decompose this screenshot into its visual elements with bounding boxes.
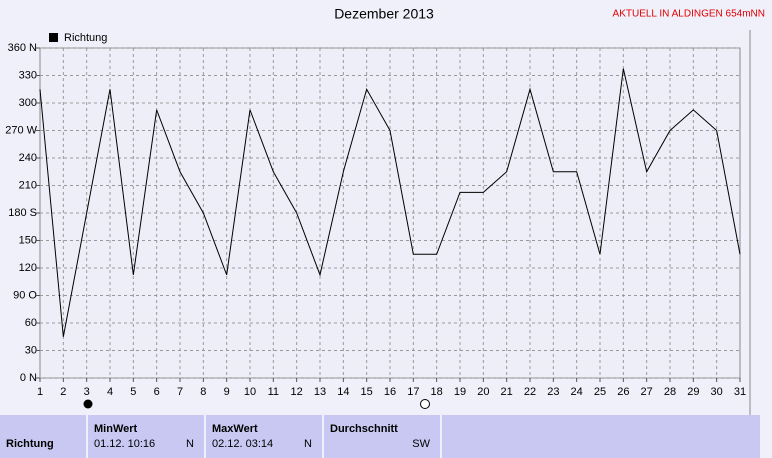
legend-swatch [49, 33, 58, 42]
x-tick-label: 27 [641, 386, 653, 398]
chart: Dezember 2013 AKTUELL IN ALDINGEN 654mNN… [5, 6, 765, 415]
header: Durchschnitt [330, 423, 398, 435]
y-tick-label: 300 [19, 97, 37, 109]
x-tick-label: 5 [130, 386, 136, 398]
dir: N [304, 438, 312, 450]
x-tick-label: 24 [571, 386, 583, 398]
x-tick-label: 26 [617, 386, 629, 398]
x-tick-label: 13 [314, 386, 326, 398]
moon-new [83, 399, 93, 409]
y-tick-label: 240 [19, 152, 37, 164]
x-tick-label: 21 [501, 386, 513, 398]
x-tick-label: 16 [384, 386, 396, 398]
y-tick-label: 360 N [8, 42, 37, 54]
x-tick-label: 23 [547, 386, 559, 398]
x-tick-label: 19 [454, 386, 466, 398]
x-tick-label: 11 [268, 386, 279, 398]
x-tick-label: 12 [291, 386, 303, 398]
x-tick-label: 3 [84, 386, 90, 398]
x-tick-label: 22 [524, 386, 536, 398]
x-tick-label: 18 [431, 386, 443, 398]
legend-label: Richtung [64, 32, 107, 44]
moon-full [420, 399, 430, 409]
date: 02.12. 03:14 [212, 438, 274, 450]
y-tick-label: 150 [19, 234, 37, 246]
chart-subtitle: AKTUELL IN ALDINGEN 654mNN [613, 9, 765, 20]
y-tick-label: 60 [25, 317, 37, 329]
x-tick-label: 7 [177, 386, 183, 398]
x-tick-label: 10 [244, 386, 256, 398]
y-tick-label: 180 S [8, 207, 37, 219]
x-tick-label: 17 [407, 386, 419, 398]
x-tick-label: 1 [37, 386, 43, 398]
x-tick-label: 14 [337, 386, 349, 398]
x-tick-label: 6 [154, 386, 160, 398]
x-tick-label: 8 [200, 386, 206, 398]
y-tick-label: 210 [19, 179, 37, 191]
cell: Durchschnitt SW [324, 415, 440, 458]
y-tick-label: 30 [25, 344, 37, 356]
x-tick-label: 29 [687, 386, 699, 398]
row-label: Richtung [6, 438, 54, 450]
x-tick-label: 28 [664, 386, 676, 398]
y-tick-label: 0 N [20, 372, 37, 384]
x-tick-label: 30 [711, 386, 723, 398]
series-line [39, 68, 741, 337]
y-tick-label: 330 [19, 69, 37, 81]
y-tick-label: 270 W [5, 124, 37, 136]
x-tick-label: 9 [224, 386, 230, 398]
dir: N [186, 438, 194, 450]
header: MinWert [94, 423, 138, 435]
y-tick-label: 90 O [13, 289, 37, 301]
y-tick-label: 120 [19, 262, 37, 274]
x-tick-label: 20 [477, 386, 489, 398]
dir: SW [412, 438, 430, 450]
x-tick-label: 25 [594, 386, 606, 398]
chart-title: Dezember 2013 [334, 6, 434, 22]
cell: MinWert 01.12. 10:16 N [88, 415, 204, 458]
x-tick-label: 4 [107, 386, 113, 398]
x-tick-label: 15 [361, 386, 373, 398]
cell-empty [442, 415, 760, 458]
date: 01.12. 10:16 [94, 438, 156, 450]
cell: MaxWert 02.12. 03:14 N [206, 415, 322, 458]
x-tick-label: 2 [60, 386, 66, 398]
header: MaxWert [212, 423, 258, 435]
x-tick-label: 31 [734, 386, 746, 398]
row-header: Richtung [0, 415, 86, 458]
